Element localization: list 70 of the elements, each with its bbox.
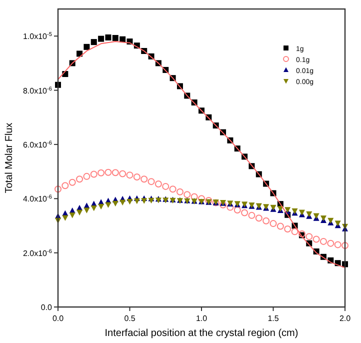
point: [68, 178, 76, 186]
x-tick-label: 0.5: [124, 314, 136, 323]
point: [154, 180, 162, 188]
point: [112, 200, 118, 207]
point: [312, 236, 320, 243]
point: [126, 172, 134, 179]
point: [176, 188, 184, 196]
point: [133, 173, 140, 180]
y-tick-label: 8.0x10$^{-6}$: [22, 86, 52, 96]
point: [90, 39, 97, 46]
point: [90, 170, 98, 178]
point: [90, 205, 97, 212]
point: [76, 50, 83, 57]
point: [169, 186, 176, 193]
point: [98, 204, 104, 210]
point: [342, 242, 348, 250]
point: [291, 228, 298, 236]
point: [148, 198, 154, 204]
x-tick-label: 0.0: [52, 314, 64, 323]
point: [198, 195, 205, 202]
point: [62, 215, 68, 221]
point: [105, 202, 112, 208]
point: [220, 201, 227, 208]
point: [98, 169, 105, 176]
point: [270, 220, 277, 228]
point: [104, 168, 112, 176]
point: [241, 209, 248, 216]
point: [148, 178, 155, 186]
point: [276, 222, 284, 230]
point: [334, 241, 342, 248]
point: [69, 212, 76, 218]
point: [190, 193, 198, 200]
point: [284, 225, 292, 232]
point: [140, 176, 148, 183]
point: [141, 198, 148, 204]
x-tick-label: 2.0: [339, 314, 352, 323]
point: [126, 198, 133, 205]
point: [255, 214, 262, 222]
point: [248, 212, 256, 219]
point: [306, 233, 313, 240]
point: [320, 238, 327, 245]
x-tick-label: 1.5: [268, 314, 280, 323]
y-axis-title: Total Molar Flux: [4, 122, 15, 194]
point: [83, 172, 90, 180]
y-tick-label: 6.0x10$^{-6}$: [22, 140, 52, 150]
point: [105, 34, 112, 40]
point: [226, 204, 234, 211]
point: [234, 206, 241, 214]
point: [327, 240, 334, 247]
point: [119, 170, 126, 178]
point: [76, 210, 83, 216]
point: [54, 186, 62, 193]
x-axis-title: Interfacial position at the crystal region (cm): [104, 328, 298, 339]
point: [112, 169, 119, 176]
x-tick-label: 1.0: [196, 314, 208, 323]
y-tick-label: 1.0x10$^{-5}$: [22, 32, 52, 42]
point: [120, 200, 126, 206]
y-tick-label: 4.0x10$^{-6}$: [22, 194, 52, 204]
point: [62, 182, 69, 190]
y-tick-label: 2.0x10$^{-6}$: [22, 248, 52, 258]
point: [84, 44, 90, 50]
point: [98, 36, 104, 42]
point: [76, 176, 84, 183]
point: [84, 208, 90, 214]
y-tick-label: 0.0: [40, 303, 53, 312]
point: [184, 191, 191, 198]
point: [112, 34, 118, 41]
point: [162, 182, 170, 190]
point: [134, 198, 140, 204]
point: [262, 217, 270, 224]
